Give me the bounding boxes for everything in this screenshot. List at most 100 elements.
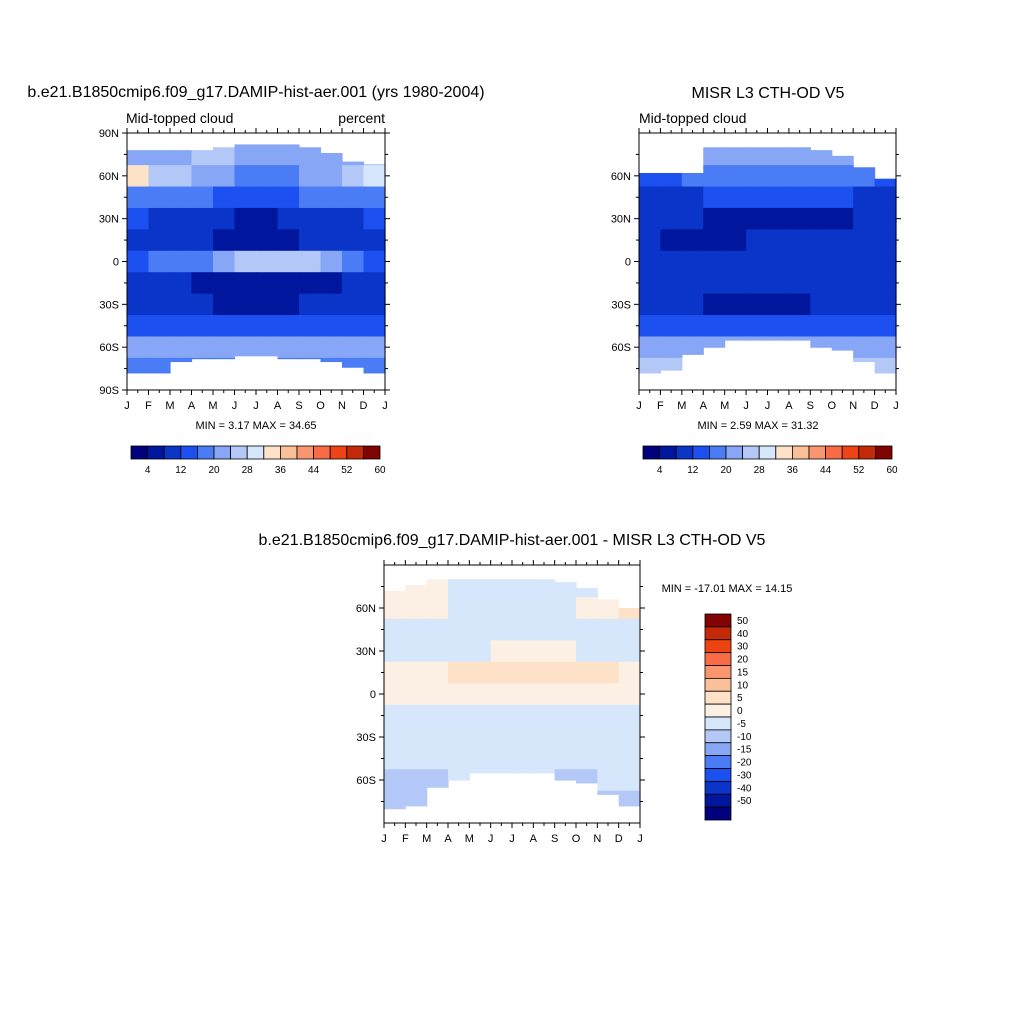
heatmap-cell [320, 229, 343, 252]
heatmap-cell [533, 747, 556, 770]
heatmap-cell [512, 683, 534, 706]
heatmap-cell [874, 178, 897, 188]
colorbar-swatch [642, 445, 661, 460]
y-tick-label: 90N [99, 128, 119, 140]
heatmap-cell [703, 207, 726, 230]
heatmap-cell [853, 315, 876, 338]
colorbar-swatch [362, 445, 381, 460]
heatmap-cell [767, 272, 790, 295]
colorbar-label: -5 [737, 719, 746, 730]
colorbar-swatch [704, 780, 732, 795]
heatmap-cell [320, 315, 343, 338]
heatmap-cell [831, 165, 854, 188]
heatmap-cell [234, 336, 257, 357]
heatmap-cell [681, 336, 704, 355]
heatmap-cell [554, 640, 577, 663]
heatmap-cell [767, 336, 790, 341]
heatmap-cell [788, 186, 811, 209]
heatmap-cell [703, 272, 726, 295]
heatmap-cell [639, 172, 662, 188]
heatmap-cell [234, 315, 257, 338]
heatmap-cell [148, 229, 171, 252]
heatmap-cell [127, 272, 150, 295]
heatmap-cell [746, 336, 769, 341]
heatmap-cell [234, 144, 257, 166]
heatmap-cell [810, 207, 833, 230]
heatmap-cell [660, 186, 683, 209]
heatmap-cell [234, 250, 257, 273]
heatmap-cell [148, 165, 171, 188]
heatmap-cell [618, 747, 641, 770]
colorbar-swatch [346, 445, 364, 460]
heatmap-cell [576, 661, 598, 684]
colorbar-swatch [196, 445, 215, 460]
heatmap-cell [533, 661, 556, 684]
heatmap-cell [363, 229, 386, 252]
colorbar-swatch [704, 690, 732, 705]
heatmap-cell [810, 186, 833, 209]
x-tick-label: D [360, 400, 368, 412]
colorbar-swatch [704, 626, 732, 641]
heatmap-cell [746, 186, 769, 209]
colorbar-label: -15 [737, 745, 752, 756]
heatmap-cell [512, 640, 534, 663]
heatmap-cell [448, 769, 470, 781]
heatmap-cell [191, 293, 214, 316]
model-colorbar: 4 12 20 28 36 44 52 60 [130, 445, 386, 476]
heatmap-cell [576, 640, 598, 663]
x-tick-label: J [637, 833, 643, 845]
heatmap-cell [127, 165, 150, 188]
heatmap-cell [533, 579, 556, 598]
model-units-label: percent [338, 110, 385, 126]
heatmap-cell [148, 315, 171, 338]
heatmap-cell [788, 250, 811, 273]
heatmap-cell [213, 229, 236, 252]
heatmap-cell [767, 229, 790, 252]
heatmap-cell [767, 207, 790, 230]
heatmap-cell [256, 165, 279, 188]
heatmap-cell [127, 150, 150, 166]
colorbar-swatch [296, 445, 315, 460]
x-tick-label: J [743, 400, 749, 412]
heatmap-cell [681, 207, 704, 230]
colorbar-label: 4 [657, 465, 663, 476]
x-tick-label: J [636, 400, 642, 412]
heatmap-cell [597, 769, 620, 792]
heatmap-cell [724, 147, 747, 166]
heatmap-cell [831, 229, 854, 252]
heatmap-cell [576, 587, 598, 598]
heatmap-cell [469, 640, 492, 663]
heatmap-cell [384, 704, 406, 727]
heatmap-cell [448, 704, 470, 727]
heatmap-cell [810, 336, 833, 348]
heatmap-cell [576, 618, 598, 641]
heatmap-cell [681, 293, 704, 316]
y-tick-label: 60N [611, 171, 631, 183]
heatmap-cell [788, 272, 811, 295]
heatmap-cell [767, 165, 790, 188]
colorbar-swatch [704, 716, 732, 731]
heatmap-cell [660, 229, 683, 252]
heatmap-cell [767, 186, 790, 209]
heatmap-cell [170, 272, 193, 295]
heatmap-cell [127, 229, 150, 252]
heatmap-cell [512, 597, 534, 620]
heatmap-cell [660, 336, 683, 359]
heatmap-cell [512, 618, 534, 641]
heatmap-cell [320, 250, 343, 273]
colorbar-label: 12 [175, 465, 187, 476]
heatmap-cell [703, 186, 726, 209]
heatmap-cell [148, 336, 171, 359]
colorbar-swatch [329, 445, 348, 460]
x-tick-label: J [509, 833, 515, 845]
obs-panel-title: MISR L3 CTH-OD V5 [692, 85, 845, 102]
colorbar-label: 20 [208, 465, 220, 476]
heatmap-cell [660, 357, 683, 371]
heatmap-cell [853, 186, 876, 209]
heatmap-cell [448, 747, 470, 770]
heatmap-cell [299, 357, 322, 360]
colorbar-label: 36 [787, 465, 799, 476]
colorbar-swatch [875, 445, 893, 460]
